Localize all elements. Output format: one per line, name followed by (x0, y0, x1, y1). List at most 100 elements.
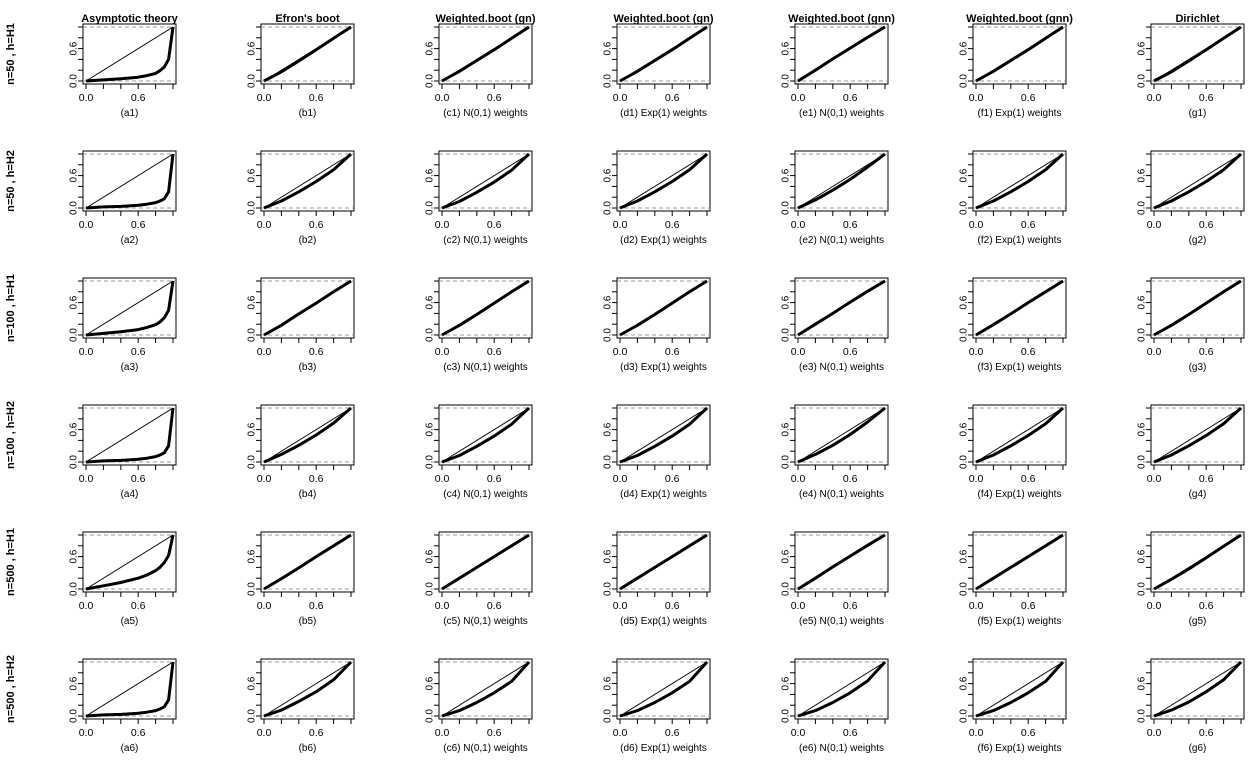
y-tick-label: 0.0 (69, 709, 80, 723)
panel-frame (82, 277, 177, 339)
x-tick-label: 0.6 (487, 727, 502, 739)
y-tick-label: 0.6 (69, 295, 80, 309)
panel-frame (260, 531, 355, 593)
panel-caption: (e1) N(0,1) weights (799, 108, 884, 119)
y-tick-label: 0.6 (247, 41, 258, 55)
y-tick-label: 0.0 (959, 328, 970, 342)
panel-caption: (g2) (1189, 235, 1207, 246)
diagonal-line (797, 661, 886, 717)
y-tick-label: 0.6 (247, 676, 258, 690)
x-tick-label: 0.0 (1147, 600, 1162, 612)
x-tick-label: 0.6 (131, 92, 146, 104)
panel-caption: (a6) (121, 743, 139, 754)
x-tick-label: 0.0 (791, 92, 806, 104)
diagonal-line (619, 407, 708, 463)
panel-caption: (b2) (299, 235, 317, 246)
x-tick-label: 0.0 (257, 219, 272, 231)
qq-curve (797, 533, 886, 591)
panel-caption: (d6) Exp(1) weights (620, 743, 707, 754)
diagonal-line (263, 153, 352, 209)
x-tick-label: 0.0 (1147, 219, 1162, 231)
panel-frame (260, 23, 355, 85)
x-tick-label: 0.6 (309, 219, 324, 231)
panel-caption: (d3) Exp(1) weights (620, 362, 707, 373)
x-tick-label: 0.6 (309, 92, 324, 104)
panel-frame (82, 531, 177, 593)
x-tick-label: 0.6 (1199, 346, 1214, 358)
diagonal-line (975, 407, 1064, 463)
column-title: Weighted.boot (gnn) (788, 13, 895, 25)
panel-frame (260, 150, 355, 212)
panel-frame (1150, 277, 1245, 339)
qq-curve (263, 279, 352, 337)
panel-caption: (c2) N(0,1) weights (443, 235, 527, 246)
y-tick-label: 0.6 (247, 168, 258, 182)
panel-frame (438, 658, 533, 720)
x-tick-label: 0.6 (843, 473, 858, 485)
x-tick-label: 0.6 (1021, 346, 1036, 358)
x-tick-label: 0.6 (487, 473, 502, 485)
y-tick-label: 0.6 (781, 41, 792, 55)
panel-caption: (b1) (299, 108, 317, 119)
x-tick-label: 0.6 (665, 600, 680, 612)
y-tick-label: 0.0 (247, 74, 258, 88)
qq-curve (975, 152, 1065, 210)
y-tick-label: 0.0 (781, 582, 792, 596)
x-tick-label: 0.0 (969, 92, 984, 104)
y-tick-label: 0.0 (247, 328, 258, 342)
panel-caption: (e2) N(0,1) weights (799, 235, 884, 246)
qq-curve (1153, 406, 1243, 464)
qq-curve (85, 534, 175, 591)
x-tick-label: 0.0 (435, 92, 450, 104)
panel-frame (82, 658, 177, 720)
panel-frame (616, 404, 711, 466)
y-tick-label: 0.6 (959, 549, 970, 563)
y-tick-label: 0.6 (959, 295, 970, 309)
x-tick-label: 0.0 (79, 346, 94, 358)
panel-caption: (g6) (1189, 743, 1207, 754)
y-tick-label: 0.0 (69, 74, 80, 88)
panel-caption: (c5) N(0,1) weights (443, 616, 527, 627)
panel-caption: (g3) (1189, 362, 1207, 373)
x-tick-label: 0.0 (613, 219, 628, 231)
panel-frame (82, 150, 177, 212)
x-tick-label: 0.6 (309, 346, 324, 358)
qq-curve (797, 279, 886, 337)
panel-frame (972, 404, 1067, 466)
y-tick-label: 0.0 (959, 74, 970, 88)
qq-curve (441, 406, 531, 464)
panel-frame (438, 531, 533, 593)
qq-curve (85, 661, 175, 718)
row-label: n=500 , h=H2 (5, 655, 17, 723)
qq-curve (975, 279, 1064, 337)
qq-curve (797, 25, 886, 83)
x-tick-label: 0.0 (257, 473, 272, 485)
row-label: n=50 , h=H2 (5, 150, 17, 212)
y-tick-label: 0.6 (781, 549, 792, 563)
x-tick-label: 0.6 (1021, 473, 1036, 485)
panel-frame (260, 658, 355, 720)
y-tick-label: 0.6 (1137, 41, 1148, 55)
x-tick-label: 0.6 (1199, 219, 1214, 231)
x-tick-label: 0.0 (791, 473, 806, 485)
y-tick-label: 0.0 (1137, 74, 1148, 88)
y-tick-label: 0.6 (247, 295, 258, 309)
panel-caption: (e6) N(0,1) weights (799, 743, 884, 754)
panel-frame (82, 404, 177, 466)
y-tick-label: 0.0 (781, 455, 792, 469)
x-tick-label: 0.0 (257, 727, 272, 739)
y-tick-label: 0.6 (603, 41, 614, 55)
row-label: n=100 , h=H2 (5, 401, 17, 469)
y-tick-label: 0.6 (69, 41, 80, 55)
y-tick-label: 0.6 (603, 168, 614, 182)
qq-curve (797, 152, 886, 210)
qq-curve (85, 407, 175, 464)
panel-frame (1150, 23, 1245, 85)
x-tick-label: 0.0 (613, 92, 628, 104)
x-tick-label: 0.0 (969, 727, 984, 739)
x-tick-label: 0.0 (613, 600, 628, 612)
x-tick-label: 0.0 (257, 92, 272, 104)
x-tick-label: 0.6 (487, 346, 502, 358)
panel-frame (972, 531, 1067, 593)
x-tick-label: 0.6 (1199, 600, 1214, 612)
